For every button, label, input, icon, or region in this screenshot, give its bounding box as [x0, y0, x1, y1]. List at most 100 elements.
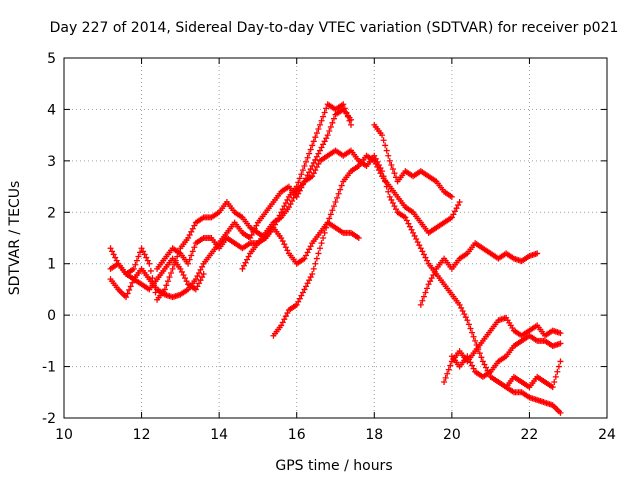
data-point	[422, 254, 429, 261]
data-point	[192, 276, 199, 283]
data-point	[374, 164, 381, 171]
data-point	[186, 231, 193, 238]
data-point	[451, 208, 458, 215]
y-axis-title: SDTVAR / TECUs	[7, 181, 23, 296]
series-track-f	[270, 152, 463, 339]
data-point	[304, 154, 311, 161]
data-point	[290, 194, 297, 201]
data-point	[307, 243, 314, 250]
data-point	[247, 235, 254, 241]
data-point	[174, 253, 181, 260]
data-point	[315, 160, 322, 167]
data-point	[313, 153, 320, 160]
data-point	[109, 248, 116, 255]
series-track-g	[371, 121, 455, 200]
data-point	[188, 252, 195, 259]
x-tick-label: 14	[210, 427, 228, 443]
data-point	[479, 358, 486, 365]
data-point	[185, 235, 192, 241]
data-point	[287, 201, 294, 208]
data-point	[315, 250, 322, 257]
data-point	[126, 286, 133, 293]
data-point	[149, 275, 156, 282]
data-point	[295, 179, 302, 186]
data-point	[296, 175, 303, 182]
data-point	[456, 301, 463, 308]
data-point	[419, 248, 426, 255]
y-tick-label: 3	[47, 154, 56, 170]
data-points	[107, 101, 564, 416]
y-tick-label: -2	[42, 411, 56, 427]
data-point	[388, 196, 395, 203]
data-point	[464, 353, 471, 360]
data-point	[330, 115, 337, 122]
data-point	[403, 217, 410, 224]
data-point	[301, 163, 308, 169]
data-point	[312, 260, 319, 267]
data-point	[182, 275, 189, 282]
data-point	[141, 251, 148, 258]
data-point	[279, 238, 286, 245]
data-point	[310, 170, 317, 177]
data-point	[380, 137, 387, 144]
data-point	[312, 156, 319, 163]
data-point	[386, 193, 393, 200]
data-point	[470, 333, 477, 340]
data-point	[250, 228, 257, 235]
data-point	[389, 166, 396, 173]
data-point	[309, 173, 316, 180]
data-point	[467, 359, 474, 366]
data-point	[195, 269, 202, 276]
data-point	[310, 138, 317, 145]
data-point	[312, 167, 319, 174]
data-point	[557, 409, 564, 416]
data-point	[448, 214, 455, 221]
data-point	[470, 365, 477, 372]
data-point	[323, 224, 330, 231]
data-point	[306, 169, 313, 176]
data-point	[279, 319, 286, 326]
data-point	[293, 183, 300, 190]
data-point	[382, 142, 389, 149]
data-point	[307, 166, 314, 173]
data-point	[313, 255, 320, 262]
data-point	[442, 374, 449, 381]
data-point	[183, 278, 190, 285]
data-point	[313, 130, 320, 137]
y-tick-label: 5	[47, 51, 56, 67]
data-point	[320, 235, 327, 241]
data-point	[424, 285, 431, 292]
data-point	[293, 301, 300, 308]
y-tick-label: -1	[42, 360, 56, 376]
x-tick-label: 20	[443, 427, 461, 443]
data-point	[420, 293, 427, 300]
series-track-e	[239, 106, 355, 272]
data-point	[296, 295, 303, 302]
data-point	[326, 215, 333, 222]
data-point	[306, 150, 313, 157]
data-point	[278, 209, 285, 216]
series-track-c	[107, 255, 207, 293]
data-point	[315, 125, 322, 132]
data-point	[469, 362, 476, 369]
data-point	[334, 194, 341, 201]
data-point	[191, 222, 198, 229]
data-point	[476, 350, 483, 357]
data-point	[168, 269, 175, 276]
data-point	[309, 163, 316, 169]
series-track-j	[448, 332, 564, 380]
data-point	[472, 337, 479, 344]
data-point	[240, 262, 247, 269]
data-point	[335, 190, 342, 197]
data-point	[321, 138, 328, 145]
data-point	[199, 274, 206, 281]
data-point	[194, 283, 201, 290]
data-point	[152, 289, 159, 296]
data-point	[299, 167, 306, 174]
data-point	[557, 330, 564, 337]
x-tick-label: 24	[598, 427, 616, 443]
data-point	[110, 251, 117, 258]
data-point	[194, 273, 201, 280]
data-point	[197, 266, 204, 273]
